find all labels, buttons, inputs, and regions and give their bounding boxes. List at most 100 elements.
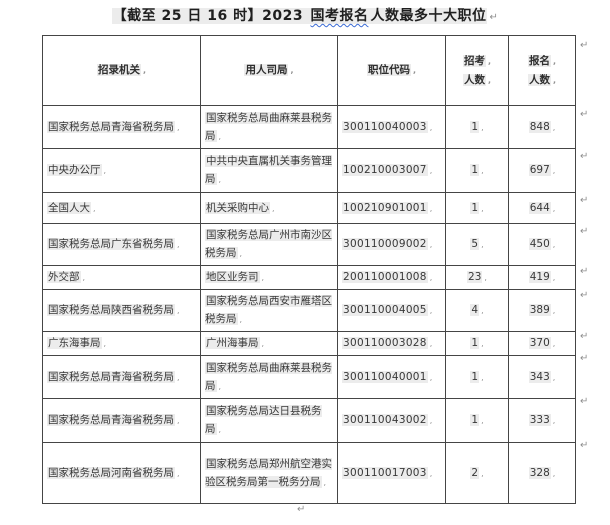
recruit-count-text: 1 bbox=[470, 201, 480, 214]
cell-position-code[interactable]: 100210003007, bbox=[337, 148, 446, 193]
cell-agency[interactable]: 国家税务总局青海省税务局, bbox=[42, 398, 201, 443]
cell-department[interactable]: 机关采购中心, bbox=[200, 192, 338, 224]
header-agency[interactable]: 招录机关, bbox=[42, 35, 201, 106]
cell-applicant-count[interactable]: 333, bbox=[508, 398, 576, 443]
cell-recruit-count[interactable]: 1, bbox=[445, 105, 509, 149]
cell-position-code[interactable]: 300110004005, bbox=[337, 289, 446, 332]
applicant-count-text: 450 bbox=[528, 238, 551, 250]
cell-agency[interactable]: 外交部, bbox=[42, 265, 201, 290]
cell-end-mark: , bbox=[412, 66, 417, 75]
cell-department[interactable]: 国家税务总局西安市雁塔区税务局, bbox=[200, 289, 338, 332]
code-text: 300110017003 bbox=[342, 466, 428, 479]
cell-end-mark: , bbox=[177, 416, 180, 425]
cell-agency[interactable]: 国家税务总局青海省税务局, bbox=[42, 105, 201, 149]
cell-position-code[interactable]: 300110017003, bbox=[337, 442, 446, 504]
code-text: 300110040003 bbox=[342, 120, 428, 133]
cell-agency[interactable]: 中央办公厅, bbox=[42, 148, 201, 193]
header-applicants-line2: 人数 bbox=[527, 73, 551, 86]
cell-position-code[interactable]: 300110009002, bbox=[337, 223, 446, 266]
department-text: 国家税务总局曲麻莱县税务局 bbox=[205, 361, 332, 392]
cell-recruit-count[interactable]: 5, bbox=[445, 223, 509, 266]
cell-applicant-count[interactable]: 644, bbox=[508, 192, 576, 224]
cell-end-mark: , bbox=[93, 203, 96, 213]
code-text: 300110009002 bbox=[342, 238, 428, 250]
cell-department[interactable]: 国家税务总局曲麻莱县税务局, bbox=[200, 105, 338, 149]
recruit-count-text: 5 bbox=[470, 238, 480, 250]
cell-recruit-count[interactable]: 1, bbox=[445, 398, 509, 443]
cell-department[interactable]: 国家税务总局郑州航空港实验区税务局第一税务分局, bbox=[200, 442, 338, 504]
cell-department[interactable]: 国家税务总局达日县税务局, bbox=[200, 398, 338, 443]
cell-applicant-count[interactable]: 370, bbox=[508, 331, 576, 356]
cell-end-mark: , bbox=[429, 416, 433, 425]
cell-applicant-count[interactable]: 697, bbox=[508, 148, 576, 193]
cell-end-mark: , bbox=[177, 240, 180, 249]
paragraph-mark: ↵ bbox=[297, 504, 306, 515]
paragraph-mark: ↵ bbox=[580, 226, 589, 237]
cell-position-code[interactable]: 300110003028, bbox=[337, 331, 446, 356]
cell-recruit-count[interactable]: 1, bbox=[445, 331, 509, 356]
cell-end-mark: , bbox=[103, 339, 107, 348]
agency-text: 国家税务总局河南省税务局 bbox=[47, 466, 175, 479]
cell-agency[interactable]: 广东海事局, bbox=[42, 331, 201, 356]
header-code-text: 职位代码 bbox=[366, 64, 411, 76]
cell-recruit-count[interactable]: 1, bbox=[445, 148, 509, 193]
cell-applicant-count[interactable]: 343, bbox=[508, 355, 576, 399]
cell-end-mark: , bbox=[429, 372, 433, 382]
code-text: 100210901001 bbox=[342, 201, 428, 214]
cell-recruit-count[interactable]: 1, bbox=[445, 355, 509, 399]
cell-department[interactable]: 中共中央直属机关事务管理局, bbox=[200, 148, 338, 193]
recruit-count-text: 2 bbox=[470, 466, 480, 479]
cell-end-mark: , bbox=[177, 122, 180, 132]
cell-agency[interactable]: 国家税务总局陕西省税务局, bbox=[42, 289, 201, 332]
header-code[interactable]: 职位代码, bbox=[337, 35, 446, 106]
paragraph-mark: ↵ bbox=[580, 109, 589, 120]
paragraph-mark: ↵ bbox=[580, 353, 589, 364]
cell-position-code[interactable]: 300110040001, bbox=[337, 355, 446, 399]
cell-end-mark: , bbox=[429, 273, 433, 282]
cell-department[interactable]: 国家税务总局广州市南沙区税务局, bbox=[200, 223, 338, 266]
cell-position-code[interactable]: 300110040003, bbox=[337, 105, 446, 149]
table-row: 国家税务总局青海省税务局, 国家税务总局曲麻莱县税务局, 30011004000… bbox=[42, 105, 576, 149]
cell-department[interactable]: 国家税务总局曲麻莱县税务局, bbox=[200, 355, 338, 399]
cell-recruit-count[interactable]: 1, bbox=[445, 192, 509, 224]
cell-applicant-count[interactable]: 450, bbox=[508, 223, 576, 266]
cell-department[interactable]: 地区业务司, bbox=[200, 265, 338, 290]
cell-end-mark: , bbox=[481, 203, 484, 213]
cell-position-code[interactable]: 100210901001, bbox=[337, 192, 446, 224]
title-misspelled-run: 国考报名 bbox=[309, 8, 370, 24]
header-department[interactable]: 用人司局, bbox=[200, 35, 338, 106]
cell-recruit-count[interactable]: 2, bbox=[445, 442, 509, 504]
cell-position-code[interactable]: 200110001008, bbox=[337, 265, 446, 290]
cell-recruit-count[interactable]: 4, bbox=[445, 289, 509, 332]
cell-end-mark: , bbox=[239, 249, 243, 258]
table-row: 国家税务总局广东省税务局, 国家税务总局广州市南沙区税务局, 300110009… bbox=[42, 223, 576, 266]
cell-end-mark: , bbox=[552, 339, 556, 348]
department-text: 国家税务总局西安市雁塔区税务局 bbox=[205, 295, 332, 325]
cell-applicant-count[interactable]: 848, bbox=[508, 105, 576, 149]
cell-agency[interactable]: 全国人大, bbox=[42, 192, 201, 224]
department-text: 国家税务总局广州市南沙区税务局 bbox=[205, 229, 332, 259]
applicant-count-text: 644 bbox=[528, 201, 551, 214]
agency-text: 国家税务总局青海省税务局 bbox=[47, 370, 175, 383]
cell-recruit-count[interactable]: 23, bbox=[445, 265, 509, 290]
agency-text: 外交部 bbox=[47, 271, 81, 283]
header-applicants[interactable]: 报名, 人数, bbox=[508, 35, 576, 106]
agency-text: 全国人大 bbox=[47, 201, 91, 214]
cell-end-mark: , bbox=[552, 468, 556, 478]
applicant-count-text: 333 bbox=[528, 414, 551, 426]
cell-agency[interactable]: 国家税务总局青海省税务局, bbox=[42, 355, 201, 399]
cell-applicant-count[interactable]: 419, bbox=[508, 265, 576, 290]
applicant-count-text: 848 bbox=[528, 120, 551, 133]
title-prefix: 【截至 25 日 16 时】2023 bbox=[111, 8, 310, 24]
cell-agency[interactable]: 国家税务总局河南省税务局, bbox=[42, 442, 201, 504]
cell-end-mark: , bbox=[481, 122, 484, 132]
cell-applicant-count[interactable]: 328, bbox=[508, 442, 576, 504]
paragraph-mark: ↵ bbox=[580, 40, 589, 51]
cell-applicant-count[interactable]: 389, bbox=[508, 289, 576, 332]
cell-position-code[interactable]: 300110043002, bbox=[337, 398, 446, 443]
header-recruits[interactable]: 招考, 人数, bbox=[445, 35, 509, 106]
cell-department[interactable]: 广州海事局, bbox=[200, 331, 338, 356]
applicant-count-text: 389 bbox=[528, 304, 551, 316]
cell-agency[interactable]: 国家税务总局广东省税务局, bbox=[42, 223, 201, 266]
